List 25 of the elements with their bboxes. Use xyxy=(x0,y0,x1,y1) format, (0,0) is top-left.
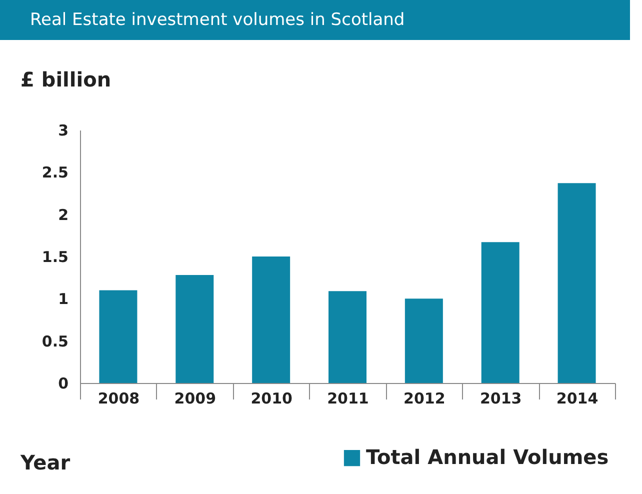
bar xyxy=(252,256,290,383)
y-tick-label: 2 xyxy=(58,206,68,224)
bar xyxy=(328,291,366,383)
chart-title: Real Estate investment volumes in Scotland xyxy=(30,10,405,30)
x-tick-label: 2011 xyxy=(327,390,369,408)
y-tick-label: 0.5 xyxy=(42,332,68,350)
x-tick-label: 2014 xyxy=(556,390,598,408)
bar xyxy=(404,298,443,383)
x-tick-label: 2010 xyxy=(250,390,292,408)
bar xyxy=(176,275,214,383)
legend-label: Total Annual Volumes xyxy=(366,445,609,469)
x-axis-title: Year xyxy=(20,450,70,474)
x-tick-label: 2012 xyxy=(404,390,446,408)
bar xyxy=(481,242,520,383)
y-tick-label: 2.5 xyxy=(42,164,68,182)
y-tick-label: 1 xyxy=(58,290,68,308)
y-axis-title: £ billion xyxy=(20,68,112,92)
y-tick-label: 0 xyxy=(58,374,68,392)
bar xyxy=(558,183,596,383)
x-tick-label: 2013 xyxy=(480,390,522,408)
x-tick-label: 2008 xyxy=(98,390,140,408)
x-tick-label: 2009 xyxy=(174,390,216,408)
y-tick-label: 1.5 xyxy=(42,248,68,266)
y-tick-label: 3 xyxy=(58,122,68,140)
bar xyxy=(99,290,138,383)
